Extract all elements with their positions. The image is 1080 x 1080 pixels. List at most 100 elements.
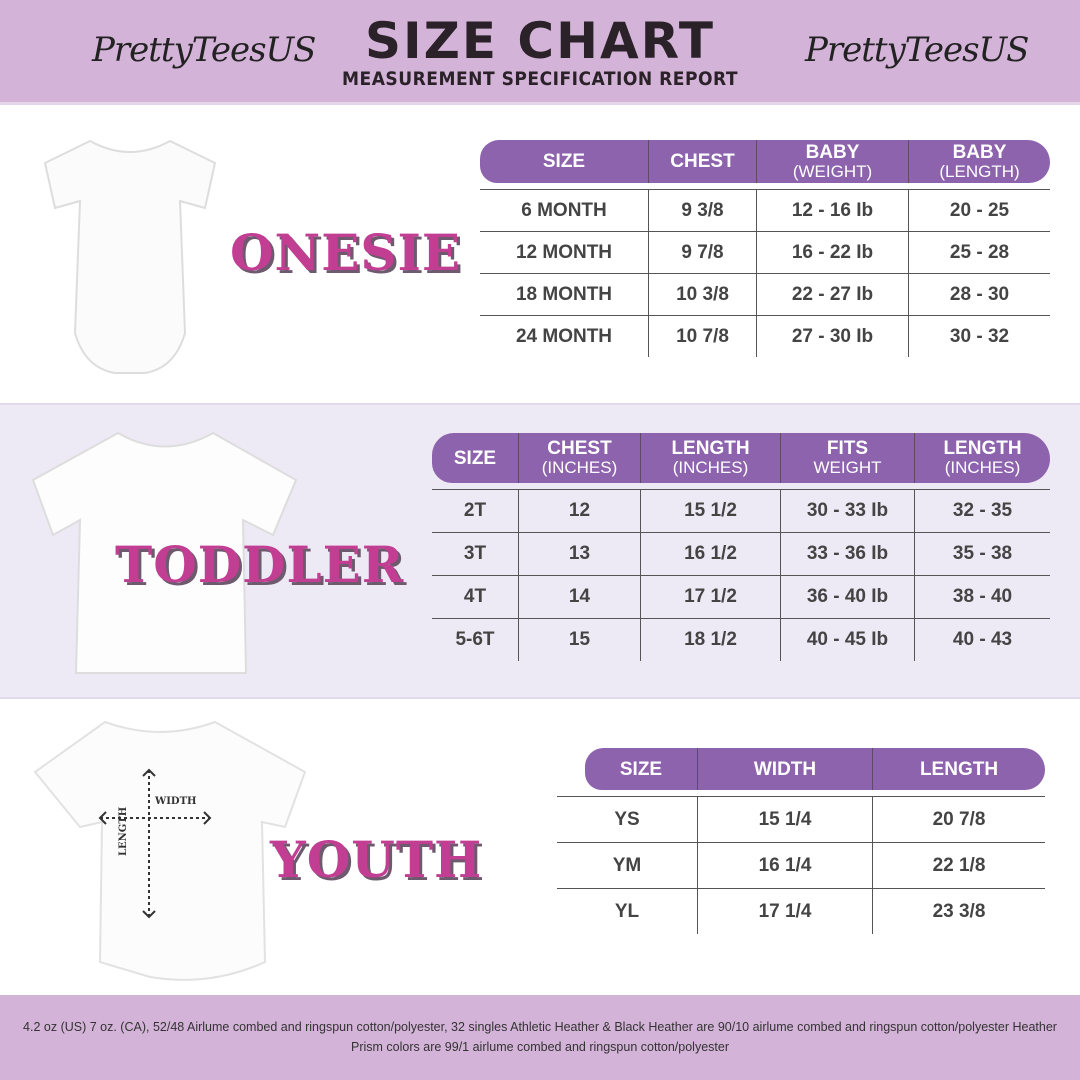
- table-cell: 9 3/8: [648, 190, 756, 231]
- column-header-label: SIZE: [542, 151, 586, 172]
- table-cell: 32 - 35: [914, 490, 1050, 532]
- table-cell: 16 1/4: [697, 843, 872, 888]
- table-cell: 35 - 38: [914, 533, 1050, 575]
- table-cell: 10 7/8: [648, 316, 756, 357]
- column-header: SIZE: [432, 433, 518, 483]
- table-row: 24 MONTH 10 7/8 27 - 30 Ib 30 - 32: [480, 315, 1050, 357]
- table-cell: 13: [518, 533, 640, 575]
- toddler-tshirt-image: [31, 431, 298, 674]
- table-cell: 9 7/8: [648, 232, 756, 273]
- column-header-label: CHEST: [547, 438, 612, 459]
- table-cell: YS: [614, 808, 640, 830]
- table-cell: 27 - 30 Ib: [756, 316, 908, 357]
- table-cell: 12: [518, 490, 640, 532]
- column-header-label: LENGTH: [671, 438, 750, 459]
- page-subtitle: MEASUREMENT SPECIFICATION REPORT: [342, 68, 738, 90]
- table-row: 3T 13 16 1/2 33 - 36 Ib 35 - 38: [432, 532, 1050, 575]
- table-cell: 33 - 36 Ib: [780, 533, 914, 575]
- table-row: 18 MONTH 10 3/8 22 - 27 Ib 28 - 30: [480, 273, 1050, 315]
- column-header-label: FITS: [826, 438, 869, 459]
- table-cell: 3T: [463, 543, 487, 564]
- table-cell: YL: [614, 900, 640, 922]
- table-cell: 15 1/2: [640, 490, 780, 532]
- column-header: LENGTH: [872, 748, 1045, 790]
- column-header-label: LENGTH: [919, 758, 999, 780]
- onesie-label: ONESIE: [230, 223, 461, 282]
- table-cell: 30 - 33 Ib: [780, 490, 914, 532]
- table-cell: 15: [518, 619, 640, 661]
- column-header: SIZE: [480, 140, 648, 183]
- table-cell: 12 - 16 Ib: [756, 190, 908, 231]
- column-header: CHEST: [648, 140, 756, 183]
- table-cell: 6 MONTH: [521, 199, 607, 221]
- table-cell: 14: [518, 576, 640, 618]
- toddler-size-table: SIZE CHEST (INCHES) LENGTH (INCHES) FITS WEIGH…: [432, 433, 1050, 661]
- table-row: 5-6T 15 18 1/2 40 - 45 Ib 40 - 43: [432, 618, 1050, 661]
- column-header: BABY (WEIGHT): [756, 140, 908, 183]
- table-cell: 30 - 32: [908, 316, 1050, 357]
- table-cell: 12 MONTH: [515, 241, 613, 263]
- table-cell: 18 MONTH: [515, 283, 613, 305]
- brand-logo-left: PrettyTeesUS: [92, 30, 316, 70]
- column-header: LENGTH (INCHES): [914, 433, 1050, 483]
- table-cell: 28 - 30: [908, 274, 1050, 315]
- column-header: BABY (LENGTH): [908, 140, 1050, 183]
- toddler-section: TODDLER SIZE CHEST (INCHES) LENGTH (INCHES) F…: [0, 403, 1080, 699]
- table-row: 2T 12 15 1/2 30 - 33 Ib 32 - 35: [432, 489, 1050, 532]
- footer: 4.2 oz (US) 7 oz. (CA), 52/48 Airlume co…: [0, 995, 1080, 1080]
- table-cell: 22 - 27 Ib: [756, 274, 908, 315]
- table-cell: 38 - 40: [914, 576, 1050, 618]
- column-header: CHEST (INCHES): [518, 433, 640, 483]
- column-header-sub: (INCHES): [541, 458, 618, 477]
- table-cell: 16 - 22 Ib: [756, 232, 908, 273]
- column-header: WIDTH: [697, 748, 872, 790]
- onesie-image: [43, 139, 217, 374]
- table-cell: 10 3/8: [648, 274, 756, 315]
- column-header-label: CHEST: [670, 151, 735, 172]
- table-cell: 15 1/4: [697, 797, 872, 842]
- table-cell: 40 - 43: [914, 619, 1050, 661]
- header: PrettyTeesUS PrettyTeesUS SIZE CHART MEA…: [0, 0, 1080, 105]
- fabric-description: 4.2 oz (US) 7 oz. (CA), 52/48 Airlume co…: [23, 1020, 1057, 1054]
- length-label: LENGTH: [118, 806, 129, 856]
- table-cell: 5-6T: [455, 629, 495, 650]
- onesie-section: ONESIE SIZE CHEST BABY (WEIGHT) BABY (LENGTH)…: [0, 105, 1080, 401]
- youth-tshirt-diagram: [33, 720, 307, 981]
- table-row: 12 MONTH 9 7/8 16 - 22 Ib 25 - 28: [480, 231, 1050, 273]
- table-header: SIZE WIDTH LENGTH: [585, 748, 1045, 790]
- column-header-label: BABY: [805, 141, 860, 163]
- width-label: WIDTH: [155, 796, 197, 807]
- youth-label: YOUTH: [270, 830, 483, 889]
- table-row: 6 MONTH 9 3/8 12 - 16 Ib 20 - 25: [480, 189, 1050, 231]
- table-row: 4T 14 17 1/2 36 - 40 Ib 38 - 40: [432, 575, 1050, 618]
- toddler-label: TODDLER: [115, 535, 405, 594]
- column-header-sub: (LENGTH): [939, 161, 1020, 181]
- table-row: YM 16 1/4 22 1/8: [557, 842, 1045, 888]
- table-cell: 40 - 45 Ib: [780, 619, 914, 661]
- column-header: FITS WEIGHT: [780, 433, 914, 483]
- youth-section: WIDTH LENGTH YOUTH SIZE WIDTH LENGTH YS 15 1…: [0, 700, 1080, 995]
- table-cell: YM: [612, 854, 642, 876]
- table-cell: 16 1/2: [640, 533, 780, 575]
- table-row: YS 15 1/4 20 7/8: [557, 796, 1045, 842]
- table-cell: 25 - 28: [908, 232, 1050, 273]
- column-header-label: SIZE: [619, 758, 663, 780]
- table-cell: 20 7/8: [872, 797, 1045, 842]
- table-cell: 36 - 40 Ib: [780, 576, 914, 618]
- column-header: LENGTH (INCHES): [640, 433, 780, 483]
- table-header: SIZE CHEST BABY (WEIGHT) BABY (LENGTH): [480, 140, 1050, 183]
- column-header-label: WIDTH: [753, 758, 817, 780]
- table-cell: 4T: [463, 586, 487, 607]
- column-header: SIZE: [585, 748, 697, 790]
- column-header-label: SIZE: [453, 447, 497, 469]
- page-title: SIZE CHART: [364, 12, 716, 70]
- table-cell: 20 - 25: [908, 190, 1050, 231]
- table-cell: 18 1/2: [640, 619, 780, 661]
- table-row: YL 17 1/4 23 3/8: [557, 888, 1045, 934]
- table-cell: 22 1/8: [872, 843, 1045, 888]
- column-header-sub: (INCHES): [672, 458, 749, 477]
- column-header-sub: (WEIGHT): [792, 161, 873, 181]
- table-header: SIZE CHEST (INCHES) LENGTH (INCHES) FITS WEIGH…: [432, 433, 1050, 483]
- column-header-sub: WEIGHT: [813, 458, 882, 477]
- onesie-size-table: SIZE CHEST BABY (WEIGHT) BABY (LENGTH) 6 MONTH…: [480, 140, 1050, 357]
